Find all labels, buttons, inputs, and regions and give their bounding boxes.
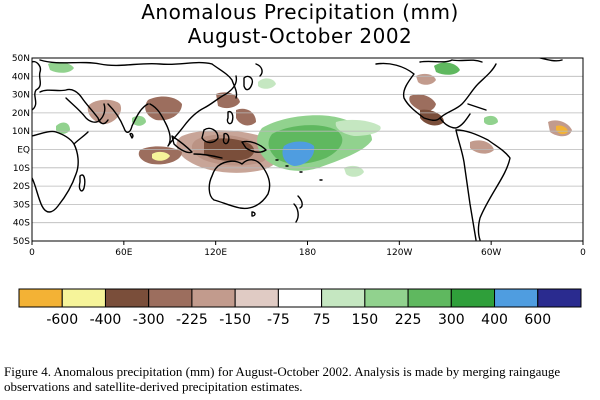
map-title: Anomalous Precipitation (mm) bbox=[141, 0, 459, 24]
legend-color-box bbox=[18, 288, 63, 308]
wet-anomaly-central-pacific-core bbox=[282, 141, 315, 166]
legend-color-box bbox=[148, 288, 193, 308]
coast-kamchatka bbox=[255, 63, 263, 77]
coast-caribbean bbox=[467, 103, 487, 111]
legend-color-box bbox=[61, 288, 106, 308]
legend-label: -225 bbox=[176, 312, 208, 328]
map-subtitle: August-October 2002 bbox=[187, 24, 413, 48]
legend-color-box bbox=[191, 288, 236, 308]
legend-label: 400 bbox=[481, 312, 508, 328]
latitude-tick-label: 40S bbox=[13, 219, 30, 229]
legend-color-box bbox=[321, 288, 366, 308]
longitude-tick-label: 120W bbox=[386, 248, 412, 258]
longitude-tick-label: 60W bbox=[481, 248, 501, 258]
dry-anomaly-philippines bbox=[236, 108, 256, 126]
coast-pacific-islands bbox=[275, 159, 323, 181]
longitude-axis: 0 60E 120E 180 120W 60W 0 bbox=[29, 241, 586, 258]
coast-europe-africa bbox=[32, 60, 42, 111]
coast-south-america bbox=[455, 129, 511, 241]
legend-label: -150 bbox=[219, 312, 251, 328]
dry-anomaly-atlantic-core bbox=[556, 125, 568, 135]
legend-label: -600 bbox=[46, 312, 78, 328]
legend-color-box bbox=[277, 288, 323, 308]
wet-anomaly-russia bbox=[48, 61, 74, 73]
latitude-tick-label: 20S bbox=[13, 182, 30, 192]
coast-java bbox=[193, 153, 223, 159]
coast-india bbox=[107, 103, 149, 133]
legend-color-box bbox=[537, 288, 582, 308]
longitude-tick-label: 0 bbox=[580, 248, 586, 258]
longitude-tick-label: 0 bbox=[29, 248, 35, 258]
coast-africa bbox=[32, 130, 79, 213]
latitude-tick-label: 10N bbox=[12, 127, 30, 137]
wet-anomaly-equatorial-streak bbox=[335, 119, 381, 136]
coast-east-africa bbox=[73, 131, 89, 145]
latitude-tick-label: 30N bbox=[12, 91, 30, 101]
legend-label: 600 bbox=[524, 312, 551, 328]
coast-new-guinea bbox=[241, 140, 267, 153]
legend-label: -300 bbox=[133, 312, 165, 328]
coast-mediterranean bbox=[39, 88, 109, 125]
legend-label: -75 bbox=[267, 312, 290, 328]
coast-north-america bbox=[375, 62, 497, 121]
legend-label: 150 bbox=[351, 312, 378, 328]
latitude-tick-label: 50S bbox=[13, 237, 30, 247]
coastlines bbox=[32, 58, 563, 241]
latitude-axis: 50N 40N 30N 20N 10N EQ 10S 20S 30S 40S 50S bbox=[12, 54, 30, 247]
precipitation-anomaly-shading bbox=[48, 61, 572, 177]
latitude-tick-label: 10S bbox=[13, 164, 30, 174]
coast-southeast-asia bbox=[149, 75, 238, 147]
latitude-tick-label: 30S bbox=[13, 200, 30, 210]
legend-color-box bbox=[407, 288, 452, 308]
longitude-tick-label: 120E bbox=[204, 248, 227, 258]
legend-color-box bbox=[450, 288, 496, 308]
latitude-tick-label: 20N bbox=[12, 109, 30, 119]
legend-color-box bbox=[494, 288, 539, 308]
wet-anomaly-canada bbox=[434, 62, 460, 75]
figure-caption: Figure 4. Anomalous precipitation (mm) f… bbox=[4, 364, 561, 394]
dry-anomaly-north-america bbox=[416, 73, 436, 85]
dry-anomaly-central-america bbox=[409, 94, 436, 112]
coast-siberia bbox=[39, 59, 213, 67]
coast-new-zealand bbox=[293, 195, 303, 223]
coast-gulf-of-mexico bbox=[439, 113, 471, 129]
coast-sumatra bbox=[171, 135, 193, 154]
dry-anomaly-bay-of-bengal bbox=[145, 96, 182, 121]
coast-australia bbox=[208, 159, 271, 210]
coast-japan bbox=[243, 75, 254, 91]
coast-china-korea bbox=[211, 63, 238, 99]
legend-color-box bbox=[234, 288, 279, 308]
coast-philippines bbox=[226, 110, 234, 125]
latitude-tick-label: 50N bbox=[12, 54, 30, 64]
coast-arabia bbox=[65, 97, 106, 123]
legend-color-box bbox=[364, 288, 409, 308]
longitude-tick-label: 180 bbox=[299, 248, 316, 258]
coast-canada-north bbox=[419, 59, 483, 63]
coast-madagascar bbox=[78, 174, 86, 192]
latitude-tick-label: EQ bbox=[17, 146, 30, 156]
dry-anomaly-south-america bbox=[470, 140, 494, 154]
wet-anomaly-east-asia bbox=[258, 78, 276, 89]
wet-anomaly-south-america bbox=[484, 115, 498, 125]
latitude-gridlines bbox=[32, 75, 583, 224]
legend-label: -400 bbox=[90, 312, 122, 328]
wet-anomaly-south-pacific bbox=[344, 165, 364, 177]
latitude-tick-label: 40N bbox=[12, 72, 30, 82]
legend-label: 300 bbox=[438, 312, 465, 328]
coast-sri-lanka bbox=[129, 132, 134, 139]
legend-label: 75 bbox=[313, 312, 331, 328]
coast-south-america-west bbox=[455, 129, 477, 241]
dry-anomaly-mexico-pacific bbox=[420, 109, 444, 126]
coast-borneo bbox=[201, 127, 219, 144]
color-legend: -600 -400 -300 -225 -150 -75 75 150 225 300 400 600 bbox=[18, 288, 582, 328]
coast-tasmania bbox=[251, 211, 256, 217]
coast-sulawesi bbox=[222, 132, 230, 145]
legend-label: 225 bbox=[395, 312, 422, 328]
dry-anomaly-indian-ocean-core bbox=[152, 151, 170, 161]
legend-color-box bbox=[104, 288, 150, 308]
longitude-tick-label: 60E bbox=[115, 248, 132, 258]
